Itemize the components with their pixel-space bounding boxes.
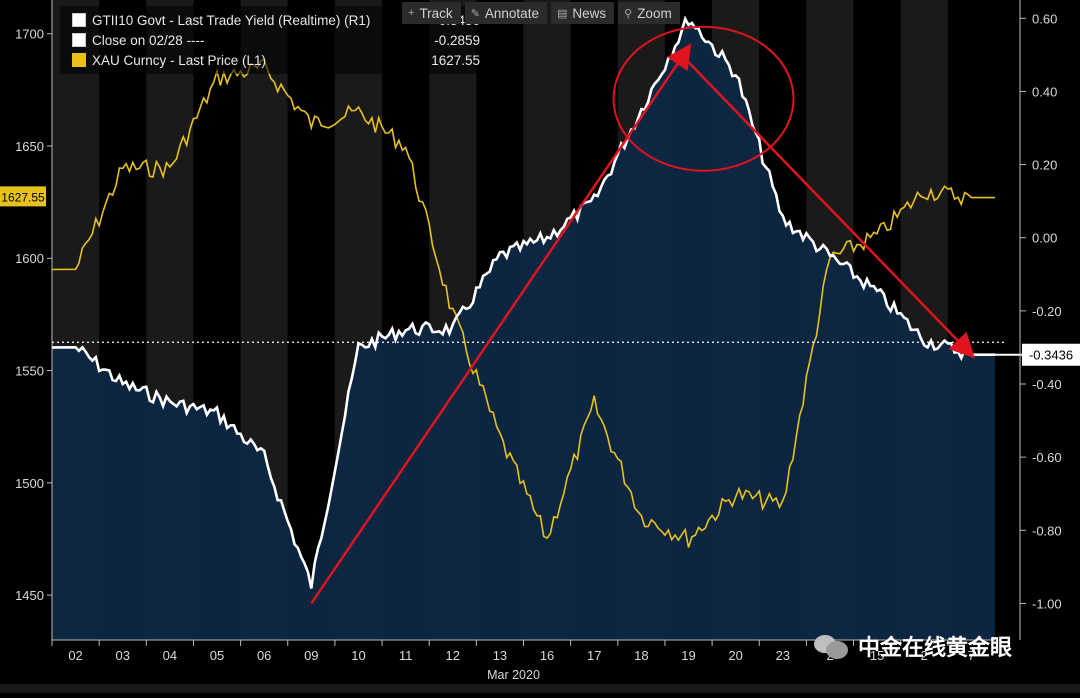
watermark-text: 中金在线黄金眼 bbox=[858, 635, 1013, 660]
y-right-tick-label: 0.60 bbox=[1032, 11, 1057, 26]
plot-area bbox=[51, 15, 1022, 640]
y-left-tick-label: 1700 bbox=[15, 27, 44, 42]
legend-value: -0.2859 bbox=[434, 32, 480, 48]
x-tick-label: 03 bbox=[115, 648, 129, 663]
y-left-current-value: 1627.55 bbox=[1, 190, 45, 204]
series-line-gold bbox=[51, 58, 995, 548]
x-tick-label: 11 bbox=[399, 648, 413, 663]
x-tick-label: 7 bbox=[968, 648, 975, 663]
series-area-yield bbox=[52, 18, 995, 640]
track-label: Track bbox=[419, 5, 453, 21]
y-right-tick-label: -0.20 bbox=[1032, 304, 1062, 319]
x-axis-bg bbox=[0, 640, 1080, 684]
x-tick-label: 04 bbox=[163, 648, 177, 663]
y-left-tick-label: 1450 bbox=[15, 588, 44, 603]
news-label: News bbox=[572, 5, 607, 21]
y-right-tick-label: -1.00 bbox=[1032, 596, 1062, 611]
legend-swatch-gold bbox=[72, 53, 86, 67]
zoom-button[interactable]: ⚲ Zoom bbox=[618, 2, 680, 24]
x-tick-label: 20 bbox=[728, 648, 742, 663]
y-right-current-marker bbox=[1022, 343, 1080, 366]
y-left-tick-label: 1650 bbox=[15, 139, 44, 154]
annotation-arrow bbox=[687, 61, 975, 359]
x-tick-label: 12 bbox=[446, 648, 460, 663]
y-left-current-marker bbox=[0, 186, 46, 207]
watermark: 中金在线黄金眼 bbox=[812, 630, 1012, 662]
bottom-strip bbox=[0, 684, 1080, 693]
y-left-tick-label: 1550 bbox=[15, 364, 44, 379]
legend-item-gold[interactable]: XAU Curncy - Last Price (L1) 1627.55 bbox=[60, 50, 480, 70]
x-tick-label: 02 bbox=[68, 648, 82, 663]
x-tick-label: 2 bbox=[921, 648, 928, 663]
x-tick-label: 18 bbox=[634, 648, 648, 663]
annotation-arrow bbox=[310, 43, 692, 605]
legend-label: XAU Curncy - Last Price (L1) bbox=[92, 52, 267, 68]
annotate-label: Annotate bbox=[484, 5, 539, 21]
annotations bbox=[310, 25, 975, 605]
chart-toolbar: + Track ✎ Annotate ▤ News ⚲ Zoom bbox=[402, 2, 684, 26]
news-button[interactable]: ▤ News bbox=[550, 2, 615, 24]
x-tick-label: 10 bbox=[351, 648, 365, 663]
news-icon: ▤ bbox=[556, 7, 568, 20]
track-button[interactable]: + Track bbox=[402, 2, 461, 24]
legend-swatch-yield bbox=[72, 13, 86, 27]
legend-label: Close on 02/28 ---- bbox=[92, 32, 205, 48]
y-right-tick-label: 0.40 bbox=[1032, 84, 1057, 99]
legend-swatch-close bbox=[72, 33, 86, 47]
y-right-tick-label: 0.00 bbox=[1032, 231, 1057, 246]
x-tick-label: 19 bbox=[681, 648, 695, 663]
axes: 0203040506091011121316171819202321527Mar… bbox=[0, 0, 1080, 684]
wechat-icon bbox=[812, 631, 850, 661]
x-tick-label: 17 bbox=[587, 648, 601, 663]
legend-label: GTII10 Govt - Last Trade Yield (Realtime… bbox=[92, 12, 371, 28]
series-line-yield bbox=[51, 15, 995, 589]
y-right-tick-label: -0.60 bbox=[1032, 450, 1062, 465]
annotate-button[interactable]: ✎ Annotate bbox=[464, 2, 547, 24]
x-tick-label: 13 bbox=[493, 648, 507, 663]
x-tick-label: 09 bbox=[304, 648, 318, 663]
y-left-tick-label: 1500 bbox=[15, 476, 44, 491]
legend-item-close[interactable]: Close on 02/28 ---- -0.2859 bbox=[60, 30, 480, 50]
pencil-icon: ✎ bbox=[470, 7, 480, 20]
x-tick-label: 15 bbox=[870, 648, 884, 663]
y-right-tick-label: 0.20 bbox=[1032, 158, 1057, 173]
x-tick-label: 06 bbox=[257, 648, 271, 663]
y-right-tick-label: -0.40 bbox=[1032, 377, 1062, 392]
y-right-tick-label: -0.80 bbox=[1032, 523, 1062, 538]
x-tick-label: 16 bbox=[540, 648, 554, 663]
magnifier-icon: ⚲ bbox=[624, 7, 633, 20]
x-tick-label: 23 bbox=[776, 648, 790, 663]
x-tick-label: 05 bbox=[210, 648, 224, 663]
legend-value: 1627.55 bbox=[431, 52, 480, 68]
y-right-current-value: -0.3436 bbox=[1029, 348, 1073, 363]
zoom-label: Zoom bbox=[637, 5, 672, 21]
y-left-tick-label: 1600 bbox=[15, 251, 44, 266]
x-axis-label: Mar 2020 bbox=[487, 668, 540, 682]
annotation-circle bbox=[612, 25, 795, 172]
crosshair-icon: + bbox=[408, 7, 415, 19]
